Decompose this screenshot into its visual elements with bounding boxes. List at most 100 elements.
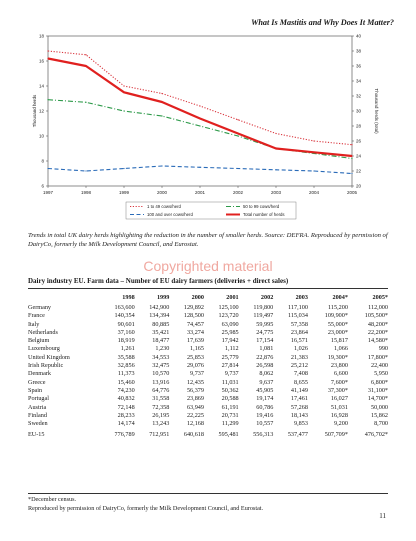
value-cell: 50,000: [370, 403, 388, 411]
value-cell: 35,421: [152, 328, 170, 336]
value-cell: 507,709*: [324, 430, 348, 438]
table-top-rule: [28, 288, 388, 289]
page-number: 11: [379, 512, 386, 520]
value-cell: 1,230: [155, 345, 170, 353]
value-cell: 51,031: [330, 403, 348, 411]
value-cell: 17,800*: [367, 353, 388, 361]
value-cell: 1,026: [294, 345, 308, 353]
country-cell: Finland: [28, 411, 47, 419]
value-cell: 134,394: [149, 312, 170, 320]
value-cell: 6,800*: [370, 378, 388, 386]
table-total-row: EU-15 776,789 712,951 640,618 595,481 556,313…: [28, 428, 388, 441]
value-cell: 712,951: [149, 430, 170, 438]
table-row: France 140,354 134,394 128,500 123,720 119,49…: [28, 312, 388, 320]
value-cell: 24,775: [256, 328, 274, 336]
value-cell: 90,601: [117, 320, 135, 328]
value-cell: 990: [378, 345, 388, 353]
data-point: [47, 99, 49, 101]
column-header: 1998: [122, 293, 135, 301]
value-cell: 1,112: [224, 345, 239, 353]
value-cell: 33,274: [186, 328, 204, 336]
data-point: [237, 132, 239, 135]
y-right-tick-label: 38: [356, 49, 362, 54]
value-cell: 31,558: [152, 395, 170, 403]
data-point: [351, 144, 353, 146]
value-cell: 123,720: [218, 312, 239, 320]
value-cell: 10,557: [256, 420, 274, 428]
data-point: [199, 125, 201, 127]
value-cell: 105,500*: [364, 312, 388, 320]
column-header: 2002: [260, 293, 274, 301]
value-cell: 5,950: [374, 370, 388, 378]
value-cell: 19,416: [256, 411, 274, 419]
value-cell: 17,639: [186, 337, 204, 345]
value-cell: 56,379: [186, 386, 204, 394]
footnote-december-census: *December census.: [28, 496, 77, 503]
value-cell: 61,191: [221, 403, 239, 411]
column-header: 2000: [191, 293, 204, 301]
y-left-tick-label: 10: [39, 134, 45, 139]
value-cell: 74,230: [117, 386, 135, 394]
value-cell: 17,461: [290, 395, 308, 403]
value-cell: 18,919: [117, 337, 135, 345]
legend-box: [125, 201, 297, 220]
value-cell: 63,949: [186, 403, 204, 411]
value-cell: 48,200*: [367, 320, 388, 328]
column-header: 2005*: [372, 293, 388, 301]
table-bottom-rule: [28, 493, 388, 494]
legend-label: Total number of herds: [243, 212, 285, 217]
data-point: [313, 151, 315, 153]
value-cell: 14,174: [117, 420, 135, 428]
y-left-tick-label: 14: [39, 84, 45, 89]
value-cell: 28,233: [117, 411, 135, 419]
value-cell: 115,200: [328, 304, 348, 311]
country-cell: France: [28, 312, 45, 320]
series-line-4: [47, 57, 353, 158]
table-title: Dairy industry EU. Farm data – Number of…: [28, 277, 289, 285]
x-tick-label: 2004: [309, 190, 320, 195]
value-cell: 12,168: [186, 420, 204, 428]
x-tick-label: 2001: [195, 190, 206, 195]
value-cell: 11,299: [221, 420, 239, 428]
country-cell: Denmark: [28, 370, 52, 378]
data-point: [123, 91, 125, 93]
data-point: [237, 135, 239, 137]
value-cell: 9,853: [294, 420, 308, 428]
value-cell: 20,731: [221, 411, 239, 419]
data-point: [85, 170, 87, 172]
value-cell: 142,900: [149, 304, 170, 311]
data-point: [161, 115, 163, 117]
value-cell: 22,400: [370, 362, 388, 370]
value-cell: 23,864: [290, 328, 308, 336]
data-point: [199, 166, 201, 168]
value-cell: 74,457: [186, 320, 204, 328]
y-right-tick-label: 28: [356, 124, 362, 129]
table-row: Finland 28,233 26,195 22,225 20,731 19,416 18,…: [28, 412, 388, 420]
country-cell: Luxembourg: [28, 345, 60, 353]
value-cell: 140,354: [114, 312, 135, 320]
plot-frame: [47, 35, 353, 187]
value-cell: 34,553: [152, 353, 170, 361]
value-cell: 37,160: [117, 328, 135, 336]
table-row: Austria 72,148 72,358 63,949 61,191 60,786 57,…: [28, 404, 388, 412]
value-cell: 476,702*: [364, 430, 388, 438]
country-cell: United Kingdom: [28, 353, 70, 361]
value-cell: 8,700: [374, 420, 388, 428]
data-point: [123, 85, 125, 87]
value-cell: 119,800: [253, 304, 274, 311]
value-cell: 15,817: [330, 337, 348, 345]
value-cell: 14,700*: [367, 395, 388, 403]
value-cell: 16,027: [330, 395, 348, 403]
value-cell: 17,154: [256, 337, 274, 345]
column-header: 2003: [295, 293, 308, 301]
table-row: Spain 74,230 64,776 56,379 50,362 45,905 41,14…: [28, 387, 388, 395]
value-cell: 40,832: [117, 395, 135, 403]
value-cell: 37,300*: [327, 386, 348, 394]
value-cell: 109,900*: [324, 312, 348, 320]
column-header: 2004*: [332, 293, 348, 301]
y-right-tick-label: 24: [356, 154, 362, 159]
x-tick-label: 1997: [43, 190, 54, 195]
value-cell: 18,143: [290, 411, 308, 419]
value-cell: 112,000: [368, 304, 388, 311]
value-cell: 41,149: [290, 386, 308, 394]
